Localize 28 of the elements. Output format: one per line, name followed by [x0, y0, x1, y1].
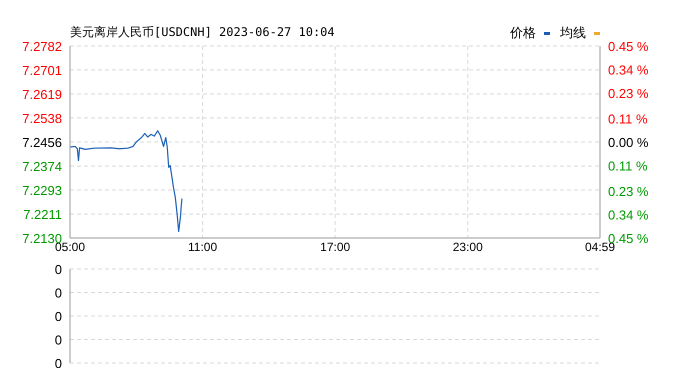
y-tick-label: 7.2456 — [22, 135, 62, 150]
y-tick-label: 0 — [54, 332, 62, 348]
y-tick-label: 7.2701 — [22, 62, 62, 78]
y-tick-label: 0 — [54, 286, 62, 300]
y2-tick-label: 0.34 % — [608, 62, 649, 78]
y-tick-label: 7.2538 — [22, 110, 62, 126]
x-tick-label: 23:00 — [452, 240, 484, 254]
y2-tick-label: 0.23 % — [608, 86, 649, 101]
y2-tick-label: 0.11 % — [608, 112, 648, 127]
y-tick-label: 7.2782 — [22, 39, 62, 54]
y2-tick-label: 0.23 % — [608, 184, 649, 200]
y-tick-label: 0 — [54, 262, 62, 277]
y2-tick-label: 0.45 % — [608, 39, 649, 54]
y2-tick-label: 0.00 % — [608, 135, 649, 150]
y-tick-label: 7.2293 — [22, 183, 62, 198]
y-tick-label: 7.2211 — [23, 207, 62, 222]
x-tick-label: 17:00 — [320, 240, 351, 254]
y2-tick-label: 0.11 % — [608, 158, 648, 174]
y-tick-label: 7.2619 — [22, 87, 62, 102]
legend-label: 价格 — [510, 25, 536, 42]
chart-title: 美元离岸人民币[USDCNH] 2023-06-27 10:04 — [70, 24, 335, 41]
y-tick-label: 0 — [54, 356, 62, 371]
line-series — [70, 130, 183, 232]
y-tick-label: 0 — [54, 309, 62, 324]
y2-tick-label: 0.34 % — [608, 208, 649, 223]
x-tick-label: 11:00 — [188, 240, 218, 254]
legend-label: 均线 — [560, 25, 586, 42]
y-tick-label: 7.2374 — [22, 159, 62, 174]
